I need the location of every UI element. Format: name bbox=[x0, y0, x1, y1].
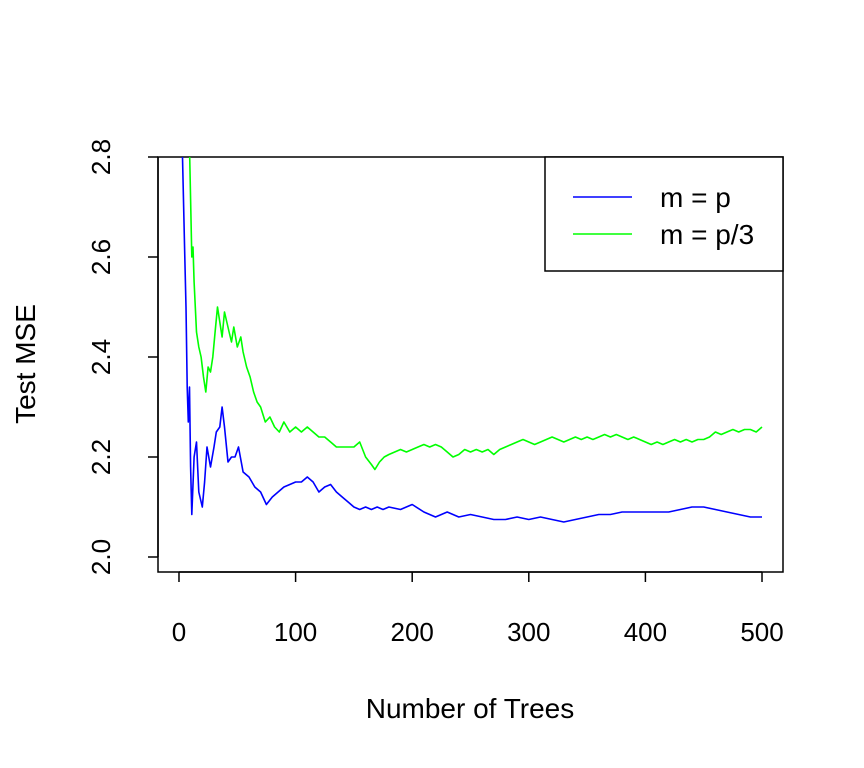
legend-box bbox=[544, 156, 784, 272]
series-layer bbox=[181, 157, 763, 523]
x-tick-label: 200 bbox=[391, 617, 434, 647]
x-tick-label: 0 bbox=[172, 617, 186, 647]
y-tick-label: 2.2 bbox=[86, 439, 116, 475]
y-tick-label: 2.0 bbox=[86, 539, 116, 575]
x-tick-label: 100 bbox=[274, 617, 317, 647]
x-tick-label: 300 bbox=[507, 617, 550, 647]
y-axis: 2.0 2.2 2.4 2.6 2.8 bbox=[86, 139, 159, 575]
y-axis-title: Test MSE bbox=[10, 304, 41, 424]
x-tick-label: 500 bbox=[740, 617, 783, 647]
series-line-1 bbox=[181, 157, 762, 523]
x-tick-label: 400 bbox=[624, 617, 667, 647]
x-axis: 0 100 200 300 400 500 bbox=[172, 571, 784, 647]
y-tick-label: 2.4 bbox=[86, 339, 116, 375]
legend: m = p m = p/3 bbox=[544, 156, 784, 272]
legend-label-2: m = p/3 bbox=[660, 219, 754, 250]
legend-label-1: m = p bbox=[660, 182, 731, 213]
x-axis-title: Number of Trees bbox=[366, 693, 575, 724]
y-tick-label: 2.8 bbox=[86, 139, 116, 175]
series-line-2 bbox=[182, 157, 763, 471]
y-tick-label: 2.6 bbox=[86, 239, 116, 275]
